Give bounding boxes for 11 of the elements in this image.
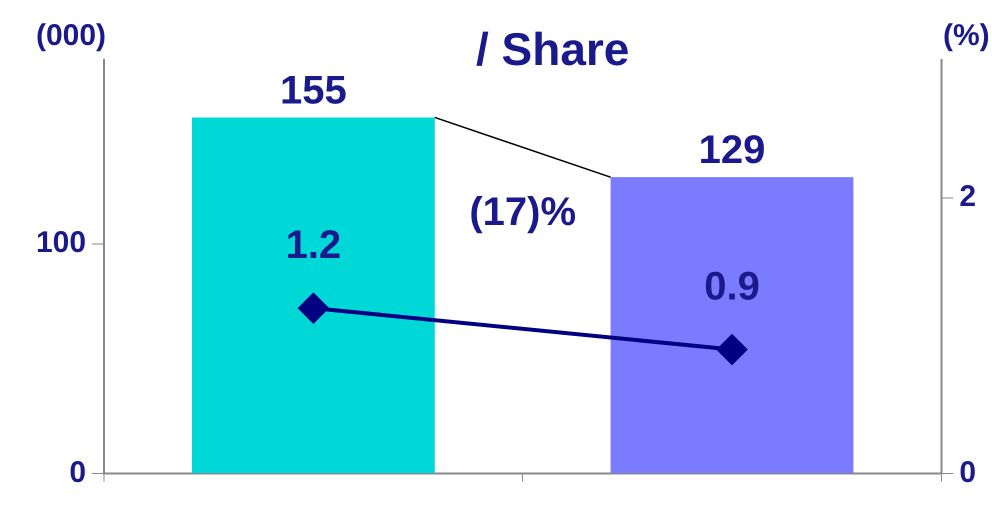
data-label: 129 — [698, 128, 766, 172]
data-label: 155 — [280, 68, 347, 112]
y-tick-label: 100 — [36, 226, 86, 260]
data-label: 1.2 — [286, 223, 342, 268]
chart-title: / Share — [476, 23, 630, 75]
y2-tick-label: 2 — [959, 180, 976, 214]
y-axis-title: (000) — [36, 19, 106, 52]
annotation: (17)% — [469, 190, 576, 234]
y2-axis-title: (%) — [942, 19, 990, 52]
data-label: 0.9 — [704, 264, 760, 309]
y2-tick-label: 0 — [959, 456, 976, 489]
